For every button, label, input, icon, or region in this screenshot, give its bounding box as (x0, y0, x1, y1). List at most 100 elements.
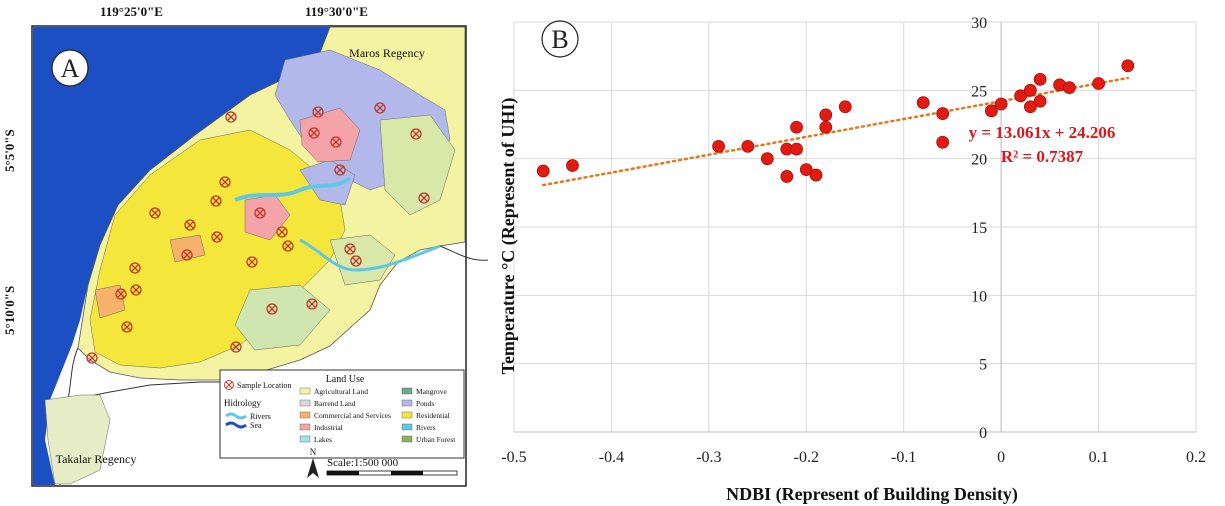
legend-swatch (225, 421, 247, 429)
chart-trendline-layer (541, 76, 1130, 187)
sample-marker (266, 303, 278, 315)
data-point (1033, 94, 1047, 108)
data-point (1062, 81, 1076, 94)
sample-marker (219, 176, 231, 188)
scatter-chart: -0.5 -0.4 -0.3 -0.2 -0.1 0 0.1 0.2051015202530 … (498, 15, 1206, 505)
industrial-area (299, 107, 361, 163)
legend-swatch (299, 435, 311, 443)
sample-marker (254, 207, 266, 219)
sample-marker (276, 226, 288, 238)
sample-marker (211, 231, 223, 243)
data-point (1033, 73, 1047, 86)
sample-marker (130, 284, 142, 296)
data-point (760, 152, 774, 166)
sample-marker (330, 136, 342, 148)
legend-swatch (299, 387, 311, 395)
sample-marker (306, 298, 318, 310)
x-tick-label: -0.5 (501, 449, 526, 466)
sample-marker (344, 243, 356, 255)
legend-land-use-label: Ponds (416, 399, 434, 408)
sample-marker (308, 127, 320, 139)
y-tick-label: 25 (971, 83, 987, 100)
sample-location-markers (86, 102, 430, 364)
data-point (819, 120, 833, 134)
y-tick-label: 10 (971, 288, 987, 305)
sample-marker (282, 240, 294, 252)
data-point (712, 139, 726, 153)
legend-swatch (299, 423, 311, 431)
x-tick-label: 0 (997, 449, 1005, 466)
legend-swatch (401, 411, 413, 419)
legend-land-use-label: Urban Forest (416, 435, 456, 444)
x-tick-label: -0.3 (696, 449, 721, 466)
data-point (1014, 89, 1028, 103)
north-arrow-icon (307, 458, 319, 478)
sample-marker (210, 195, 222, 207)
map-panel-letter: A (61, 54, 80, 83)
data-point (994, 97, 1008, 111)
sample-marker (121, 321, 133, 333)
legend-sample-entry: Sample Location (224, 380, 291, 390)
data-point (536, 164, 550, 178)
legend-land-use-label: Mangrove (416, 387, 447, 396)
legend-land-use-label: Commercial and Services (314, 411, 391, 420)
data-point (1023, 83, 1037, 97)
legend-swatch (401, 399, 413, 407)
legend-land-use-label: Residential (416, 411, 450, 420)
agri-area-southeast (329, 234, 396, 286)
north-arrow-label: N (310, 447, 317, 457)
y-tick-label: 30 (971, 15, 987, 32)
data-point (936, 135, 950, 149)
legend-land-use-label: Rivers (416, 423, 436, 432)
data-point (780, 170, 794, 183)
agri-area-south (234, 284, 331, 351)
sample-marker (149, 207, 161, 219)
data-point (1121, 59, 1135, 73)
x-tick-label: 0.1 (1089, 449, 1109, 466)
sample-marker (129, 262, 141, 274)
data-point (566, 159, 579, 172)
data-point (819, 108, 833, 122)
sample-marker (225, 111, 237, 123)
legend-swatch (299, 399, 311, 407)
y-axis-label: Temperature °C (Represent of UHI) (498, 98, 519, 375)
sea-area-south (33, 440, 55, 485)
sample-marker (334, 164, 346, 176)
data-point (984, 104, 998, 118)
legend-sample-label: Sample Location (237, 381, 291, 390)
river-line-2 (299, 238, 441, 272)
trendline-r2: R² = 0.7387 (1001, 147, 1084, 166)
y-tick-label: 0 (979, 425, 987, 442)
data-point (790, 120, 803, 134)
data-point (790, 142, 803, 156)
y-tick-label: 20 (971, 152, 987, 169)
map-scale-label: Scale:1:500 000 (327, 457, 399, 469)
data-point (936, 107, 950, 120)
south-land (44, 394, 111, 485)
boundary-east (439, 245, 489, 261)
legend-land-use-list: Agricultural Land Mangrove Barrend Land Pon… (299, 387, 456, 444)
legend-land-use-label: Agricultural Land (314, 387, 368, 396)
legend-hidrology-label: Rivers (250, 412, 271, 421)
map-legend-box (219, 369, 465, 459)
sample-marker (374, 102, 386, 114)
data-point (741, 139, 755, 153)
legend-land-use-label: Barrend Land (314, 399, 356, 408)
chart-panel-letter-circle (541, 20, 579, 58)
legend-land-use-label: Lakes (314, 435, 332, 444)
chart-gridlines (513, 21, 1197, 433)
chart-panel-letter: B (551, 25, 568, 54)
region-label-north: Maros Regency (349, 46, 425, 60)
sample-marker (181, 249, 193, 261)
sample-marker (230, 341, 242, 353)
agri-area-east (379, 114, 456, 216)
legend-land-use-label: Industrial (314, 423, 343, 432)
sample-marker (246, 256, 258, 268)
sample-marker (350, 255, 362, 267)
land-use-map-panel: 119°25'0"E 119°30'0"E 5°5'0"S 5°10'0"S (0, 0, 490, 506)
river-line (234, 176, 352, 202)
sea-area (33, 27, 330, 440)
data-point (1092, 77, 1105, 90)
data-point (809, 168, 823, 182)
